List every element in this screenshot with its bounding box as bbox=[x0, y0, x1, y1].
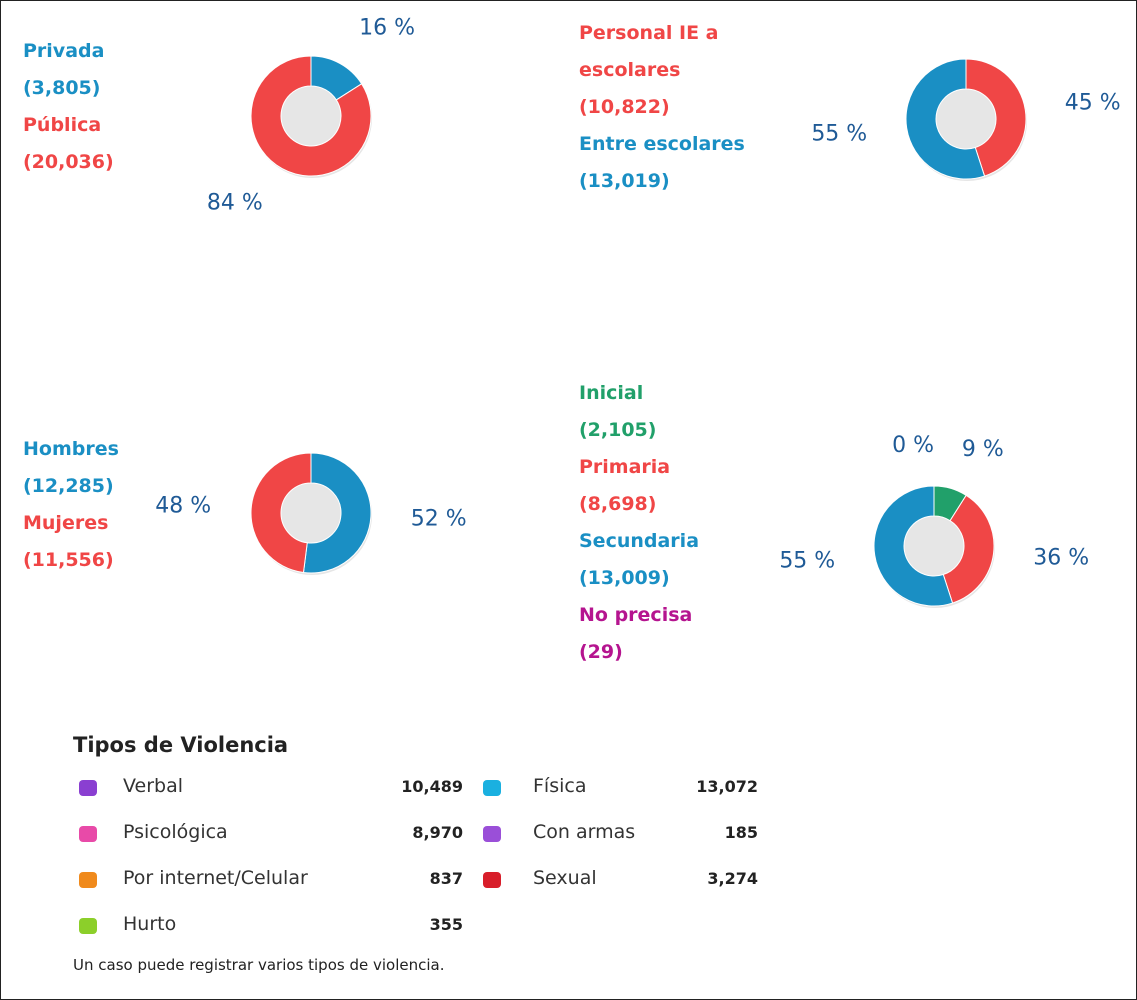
legend-label: Inicial bbox=[579, 382, 644, 404]
percent-label: 52 % bbox=[411, 506, 467, 531]
legend-label: Secundaria bbox=[579, 530, 700, 552]
violence-value: 8,970 bbox=[412, 823, 463, 842]
violence-label: Sexual bbox=[533, 867, 597, 889]
violence-row: Por internet/Celular 837 bbox=[73, 867, 463, 897]
icon bbox=[79, 872, 97, 888]
icon bbox=[483, 826, 501, 842]
violence-label: Psicológica bbox=[123, 821, 228, 843]
donut-slice bbox=[942, 494, 995, 604]
icon bbox=[483, 780, 501, 796]
icon bbox=[79, 780, 97, 796]
legend-label: Pública bbox=[23, 114, 102, 136]
violence-value: 355 bbox=[429, 915, 463, 934]
icon bbox=[79, 918, 97, 934]
legend-label: No precisa bbox=[579, 604, 693, 626]
legend-label: Mujeres bbox=[23, 512, 109, 534]
legend-label: Personal IE a escolares bbox=[579, 22, 719, 81]
legend-count: (29) bbox=[579, 641, 623, 663]
legend-count: (10,822) bbox=[579, 96, 670, 118]
violence-row: Física 13,072 bbox=[483, 775, 758, 805]
percent-label: 84 % bbox=[207, 191, 263, 216]
legend-count: (13,019) bbox=[579, 170, 670, 192]
legend-label: Primaria bbox=[579, 456, 671, 478]
violence-row: Psicológica 8,970 bbox=[73, 821, 463, 851]
violence-value: 13,072 bbox=[696, 777, 758, 796]
violence-row: Con armas 185 bbox=[483, 821, 758, 851]
donut-slice bbox=[965, 58, 1027, 177]
legend-count: (20,036) bbox=[23, 151, 114, 173]
violence-label: Verbal bbox=[123, 775, 184, 797]
legend: Personal IE a escolares (10,822) Entre esc… bbox=[579, 15, 779, 200]
violence-value: 837 bbox=[429, 869, 463, 888]
note: Un caso puede registrar varios tipos de … bbox=[73, 956, 445, 974]
legend-count: (2,105) bbox=[579, 419, 657, 441]
violence-row: Sexual 3,274 bbox=[483, 867, 758, 897]
legend-count: (3,805) bbox=[23, 77, 101, 99]
legend-label: Entre escolares bbox=[579, 133, 745, 155]
donut-slice bbox=[250, 55, 372, 177]
percent-label: 16 % bbox=[359, 15, 415, 40]
legend-label: Privada bbox=[23, 40, 105, 62]
legend: Privada (3,805) Pública (20,036) bbox=[23, 33, 223, 181]
legend-label: Hombres bbox=[23, 438, 119, 460]
violence-row: Hurto 355 bbox=[73, 913, 463, 943]
violence-label: Hurto bbox=[123, 913, 177, 935]
icon bbox=[483, 872, 501, 888]
violence-row: Verbal 10,489 bbox=[73, 775, 463, 805]
legend: Hombres (12,285) Mujeres (11,556) bbox=[23, 431, 223, 579]
percent-label: 36 % bbox=[1033, 546, 1089, 571]
donut-slice bbox=[905, 58, 986, 180]
legend-count: (12,285) bbox=[23, 475, 114, 497]
icon bbox=[79, 826, 97, 842]
legend-count: (11,556) bbox=[23, 549, 114, 571]
violence-label: Con armas bbox=[533, 821, 636, 843]
legend-count: (13,009) bbox=[579, 567, 670, 589]
percent-label: 0 % bbox=[892, 433, 934, 458]
percent-label: 9 % bbox=[962, 437, 1004, 462]
percent-label: 55 % bbox=[811, 122, 867, 147]
donut-slice bbox=[250, 452, 312, 574]
violence-types: Tipos de Violencia Verbal 10,489 Física 13,… bbox=[73, 733, 773, 935]
violence-label: Por internet/Celular bbox=[123, 867, 308, 889]
percent-label: 55 % bbox=[779, 549, 835, 574]
percent-label: 45 % bbox=[1065, 90, 1121, 115]
donut-slice bbox=[873, 485, 954, 607]
violence-value: 10,489 bbox=[401, 777, 463, 796]
section-title: Tipos de Violencia bbox=[73, 733, 289, 757]
legend: Inicial (2,105) Primaria (8,698) Secundaria (… bbox=[579, 375, 779, 671]
violence-label: Física bbox=[533, 775, 587, 797]
violence-value: 185 bbox=[724, 823, 758, 842]
violence-value: 3,274 bbox=[707, 869, 758, 888]
donut-slice bbox=[302, 452, 372, 574]
legend-count: (8,698) bbox=[579, 493, 657, 515]
percent-label: 48 % bbox=[155, 494, 211, 519]
